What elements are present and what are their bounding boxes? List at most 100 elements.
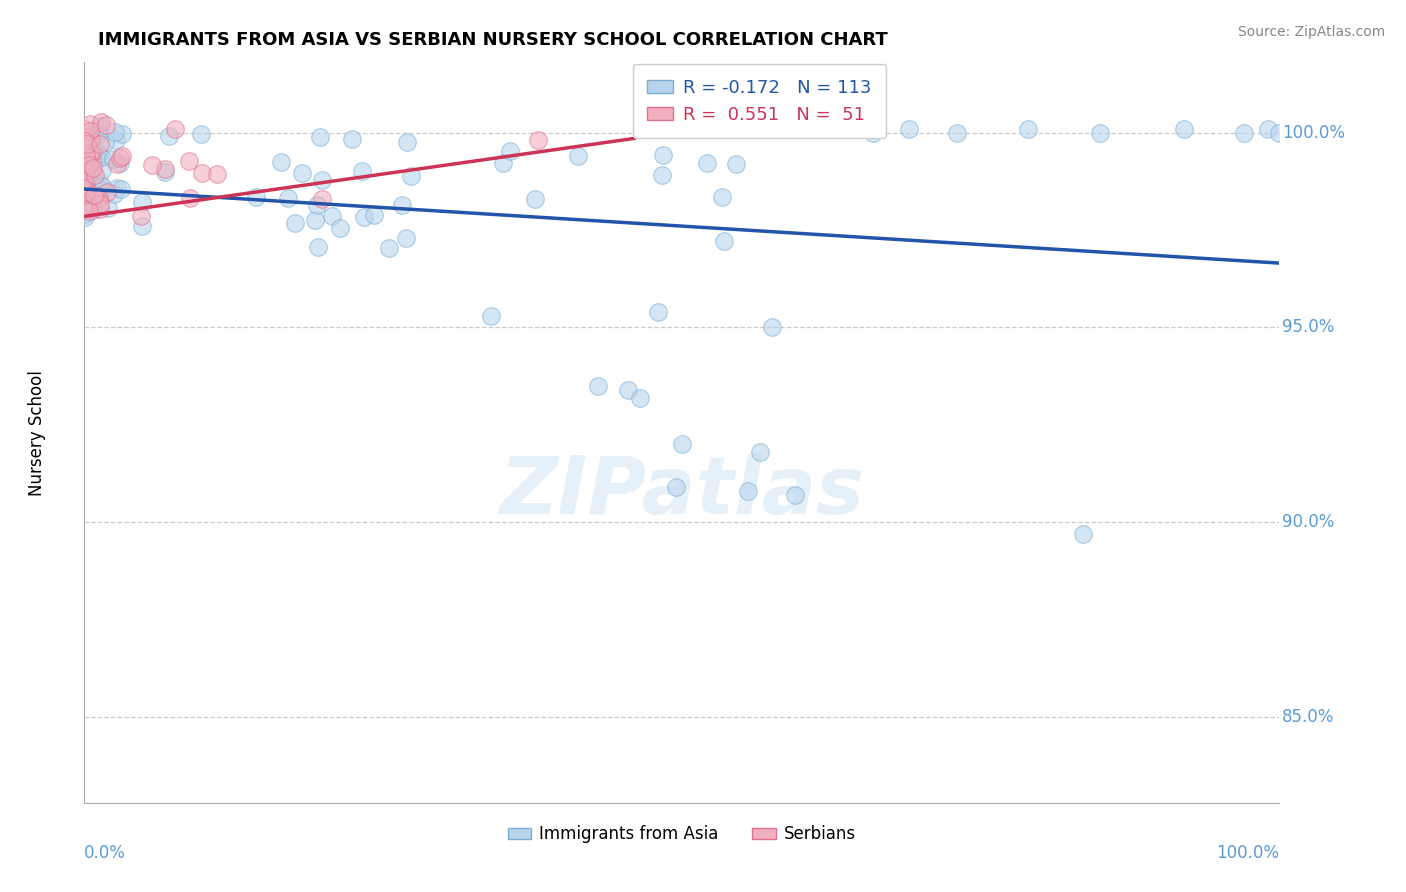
Point [73,179,96,194]
Point [748,445,770,459]
Point [83,151,105,165]
Point [108,151,131,165]
Point [946,126,969,140]
Point [77,161,100,176]
Point [73,121,96,136]
Point [527,133,550,147]
Point [523,192,546,206]
Point [76,137,98,152]
Point [105,133,128,147]
Point [1173,121,1195,136]
Point [87,179,110,194]
Text: 0.0%: 0.0% [84,844,127,862]
Text: ZIPatlas: ZIPatlas [499,453,865,531]
Point [311,193,333,207]
Point [1090,126,1112,140]
Point [75,175,97,189]
Point [395,135,418,149]
Point [141,158,163,172]
Point [82,140,104,154]
Point [76,152,98,166]
Point [79,163,101,178]
Point [284,216,307,230]
Point [157,128,180,143]
Point [80,148,103,162]
Point [628,391,651,405]
Point [353,211,375,225]
Point [291,166,314,180]
Point [76,183,98,197]
Point [101,152,124,166]
Text: IMMIGRANTS FROM ASIA VS SERBIAN NURSERY SCHOOL CORRELATION CHART: IMMIGRANTS FROM ASIA VS SERBIAN NURSERY … [98,31,889,49]
Point [103,125,125,139]
Point [190,166,212,180]
Point [153,164,176,178]
Point [90,115,112,129]
Point [131,194,153,209]
Point [77,194,100,209]
Point [79,146,101,161]
Point [87,127,110,141]
Point [94,118,117,132]
Point [89,136,111,151]
Point [90,150,112,164]
Point [77,129,100,144]
Point [737,484,759,499]
Point [270,155,292,169]
Point [87,146,110,161]
Point [725,157,748,171]
Point [665,480,688,494]
Point [153,162,176,177]
Point [713,234,735,248]
Point [479,309,502,323]
Point [761,320,783,334]
Point [165,122,187,136]
Point [89,119,111,133]
Point [75,131,97,145]
Point [862,126,884,140]
Text: 95.0%: 95.0% [1282,318,1334,336]
Point [105,181,128,195]
Point [75,199,97,213]
Point [86,152,108,166]
Point [73,179,96,194]
Text: Source: ZipAtlas.com: Source: ZipAtlas.com [1237,25,1385,39]
Point [94,135,117,149]
Point [79,124,101,138]
Point [82,154,104,169]
Point [1268,126,1291,140]
Point [73,173,96,187]
Point [76,202,98,217]
Point [588,379,610,393]
Point [1073,527,1095,541]
Point [647,305,669,319]
Point [84,168,107,182]
Point [80,132,103,146]
Point [89,202,111,216]
Point [75,210,97,224]
Point [110,156,132,170]
Point [80,145,103,160]
Point [79,160,101,174]
Text: 90.0%: 90.0% [1282,513,1334,532]
Text: 100.0%: 100.0% [1282,124,1346,142]
Point [75,183,97,197]
Point [89,192,111,206]
Point [96,185,118,199]
Point [111,149,134,163]
Point [131,219,153,233]
Point [83,198,105,212]
Point [79,202,101,216]
Point [179,191,201,205]
Point [75,194,97,208]
Point [352,163,374,178]
Point [84,189,107,203]
Point [363,208,385,222]
Point [671,437,693,451]
Point [399,169,422,183]
Point [76,146,98,161]
Text: 100.0%: 100.0% [1216,844,1279,862]
Point [73,164,96,178]
Point [492,155,515,169]
Point [245,190,267,204]
